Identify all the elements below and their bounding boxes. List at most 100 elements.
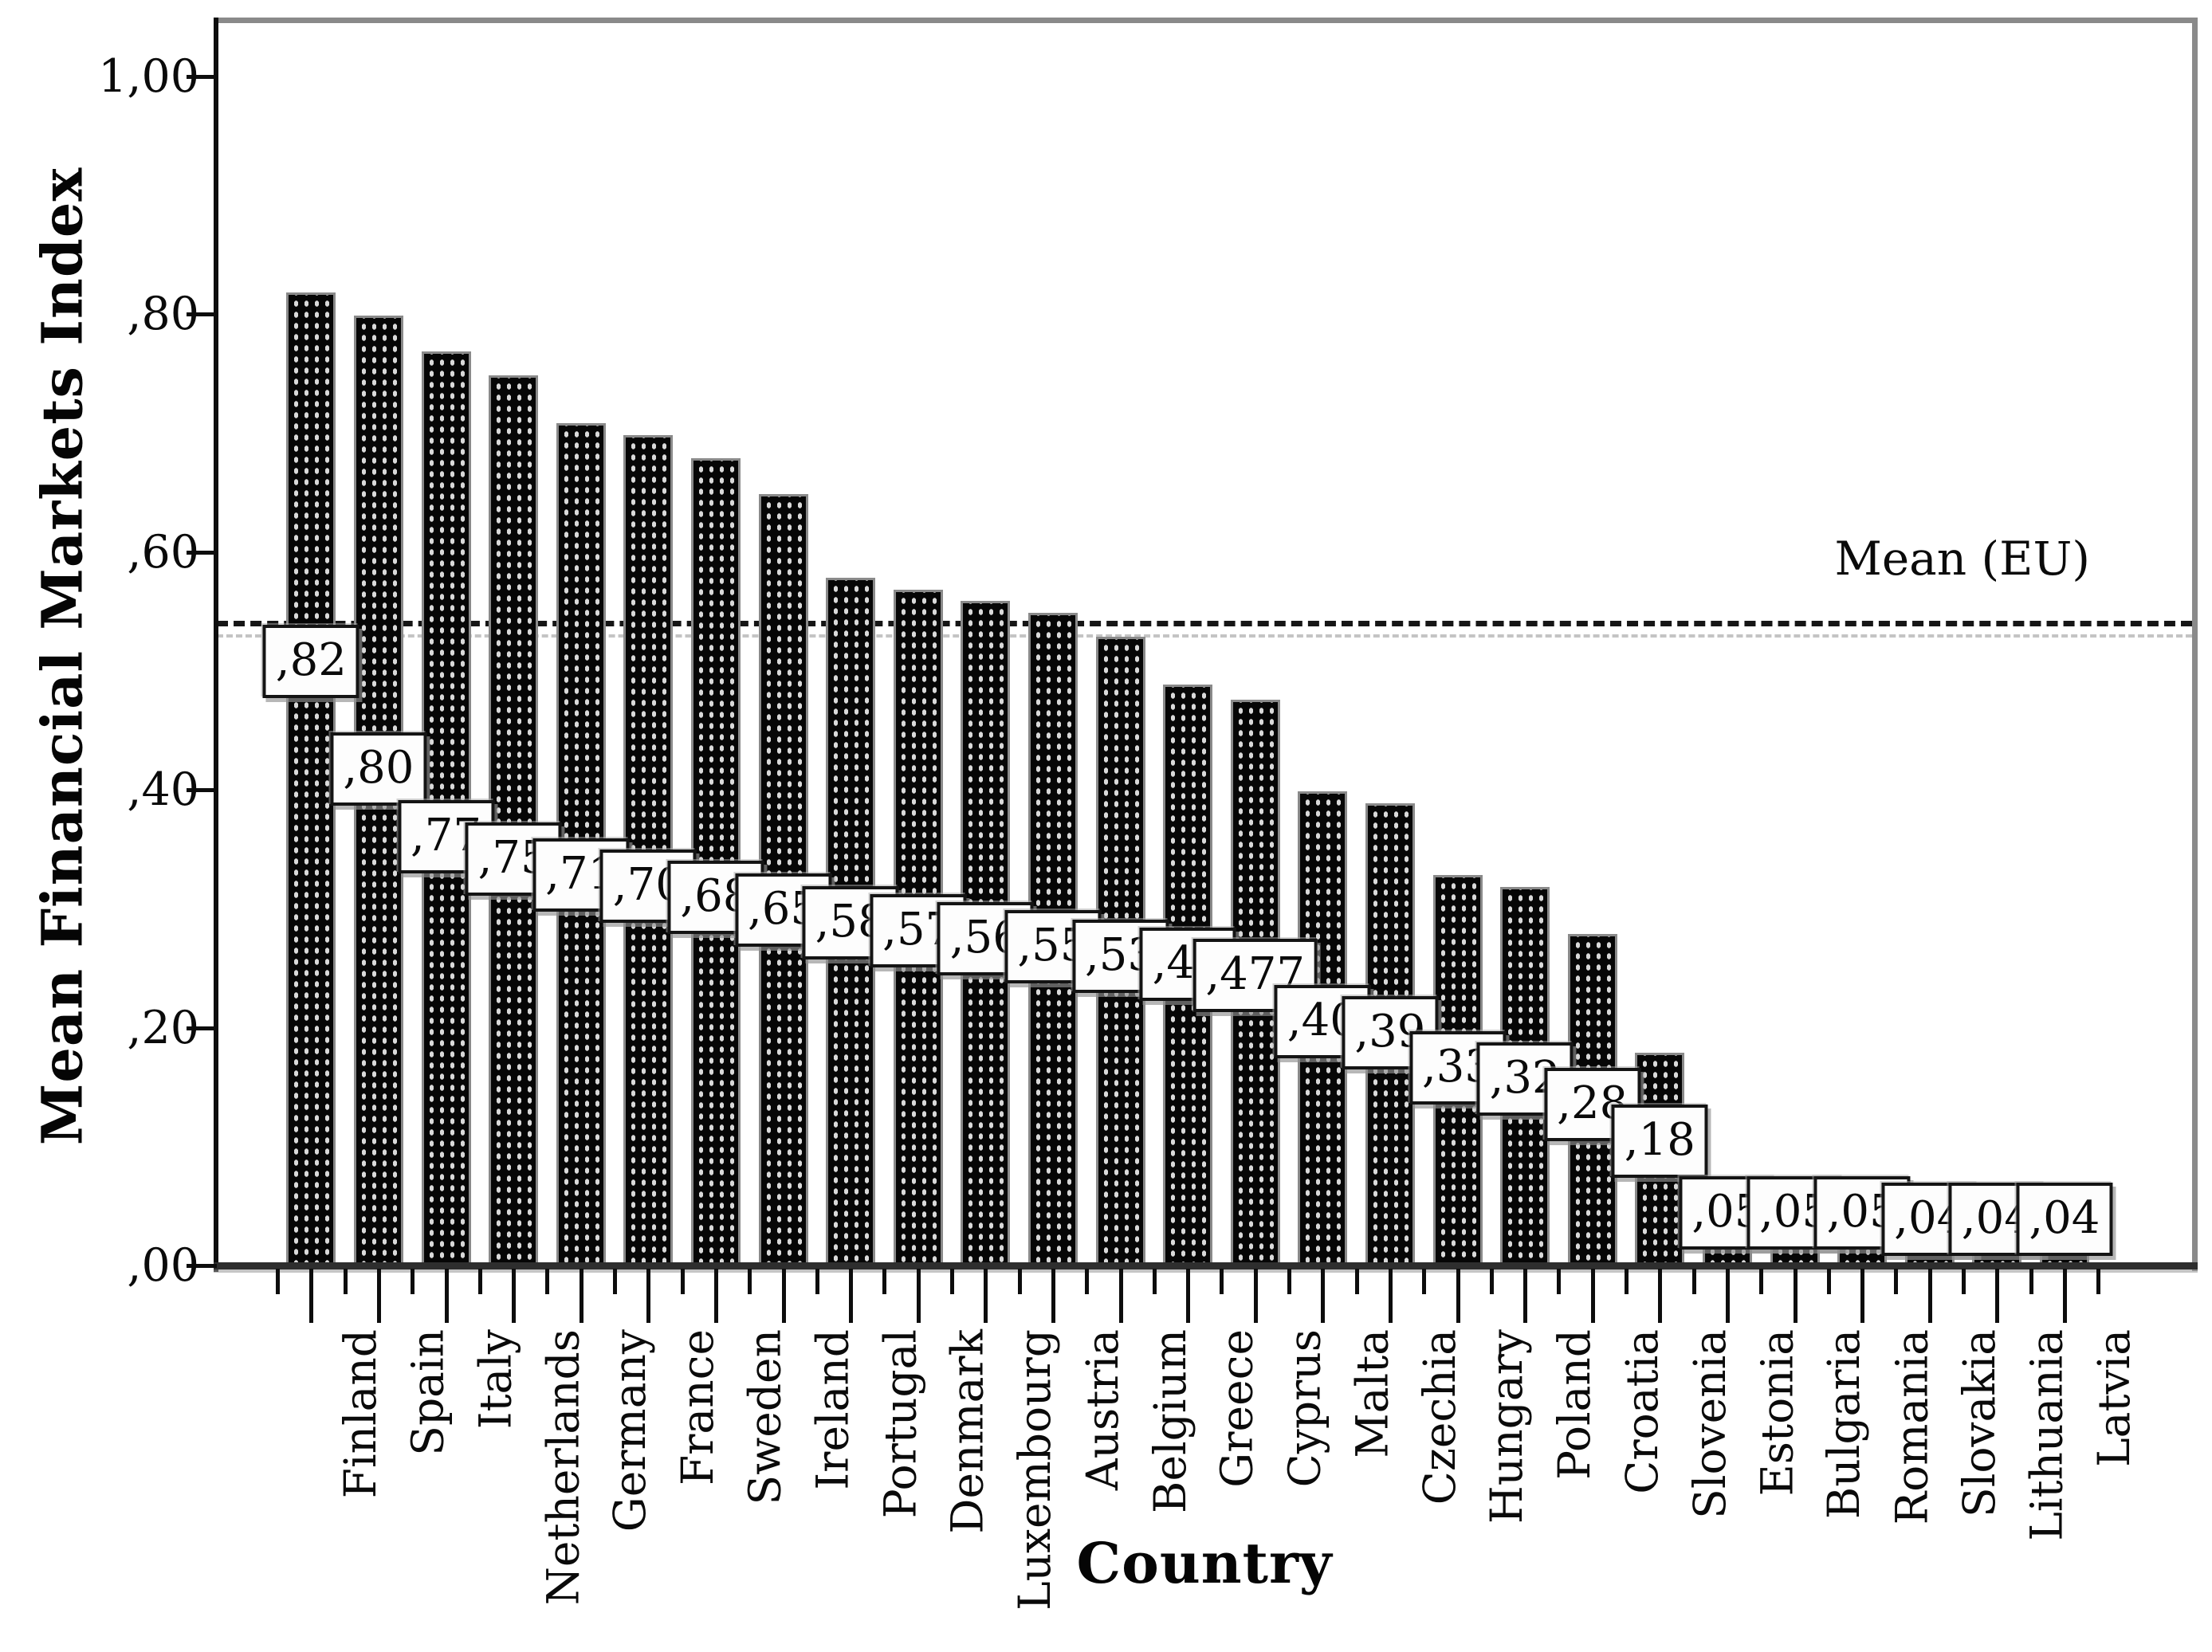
x-category-label: Greece	[1212, 1329, 1263, 1488]
x-tick-major	[1118, 1269, 1123, 1323]
x-tick-major	[1995, 1269, 2000, 1323]
x-tick-major	[1725, 1269, 1730, 1323]
mean-line	[217, 621, 2192, 627]
x-category-label: Ireland	[807, 1329, 858, 1490]
y-tick-label: ,60	[127, 525, 199, 579]
x-tick-minor	[545, 1269, 550, 1294]
plot-frame-right	[2192, 18, 2198, 1271]
x-tick-minor	[1962, 1269, 1966, 1294]
x-category-label: Slovenia	[1684, 1329, 1735, 1519]
x-tick-minor	[1557, 1269, 1562, 1294]
y-tick	[187, 75, 217, 79]
x-tick-major	[1186, 1269, 1191, 1323]
x-category-label: Hungary	[1481, 1329, 1533, 1524]
x-category-label: Slovakia	[1953, 1329, 2005, 1517]
x-category-label: Germany	[604, 1329, 656, 1532]
x-tick-major	[2062, 1269, 2067, 1323]
x-tick-minor	[680, 1269, 685, 1294]
x-tick-minor	[1759, 1269, 1764, 1294]
x-tick-minor	[343, 1269, 348, 1294]
x-tick-minor	[1625, 1269, 1629, 1294]
y-tick-label: ,40	[127, 763, 199, 817]
x-tick-major	[1793, 1269, 1797, 1323]
x-axis-line	[214, 1262, 2198, 1269]
y-tick	[187, 788, 217, 793]
x-tick-minor	[950, 1269, 954, 1294]
x-category-label: Estonia	[1750, 1329, 1802, 1497]
x-tick-minor	[882, 1269, 887, 1294]
x-tick-major	[781, 1269, 786, 1323]
x-category-label: Portugal	[874, 1329, 926, 1519]
bar-finland	[286, 292, 336, 1267]
x-category-label: Romania	[1886, 1329, 1938, 1525]
x-tick-major	[1860, 1269, 1865, 1323]
x-tick-major	[1321, 1269, 1326, 1323]
x-tick-minor	[1826, 1269, 1831, 1294]
x-category-label: Denmark	[941, 1329, 993, 1534]
x-tick-major	[849, 1269, 854, 1323]
x-category-label: Belgium	[1144, 1329, 1196, 1513]
y-tick-label: ,80	[127, 288, 199, 341]
x-tick-minor	[613, 1269, 617, 1294]
bar-value-label: ,28	[1544, 1068, 1641, 1141]
y-tick	[187, 1026, 217, 1030]
x-category-label: Bulgaria	[1818, 1329, 1870, 1520]
x-tick-minor	[2029, 1269, 2033, 1294]
x-tick-major	[309, 1269, 314, 1323]
x-category-label: Croatia	[1616, 1329, 1668, 1494]
y-tick-label: ,00	[127, 1239, 199, 1292]
x-category-label: Poland	[1549, 1329, 1601, 1480]
x-axis-title: Country	[1076, 1530, 1333, 1596]
x-tick-major	[1658, 1269, 1663, 1323]
x-tick-major	[646, 1269, 651, 1323]
x-tick-major	[512, 1269, 517, 1323]
x-tick-minor	[2096, 1269, 2101, 1294]
x-tick-major	[1456, 1269, 1460, 1323]
bar-value-label: ,18	[1611, 1105, 1708, 1178]
y-tick	[187, 312, 217, 317]
y-tick	[187, 1264, 217, 1268]
x-tick-minor	[1085, 1269, 1090, 1294]
x-tick-major	[444, 1269, 449, 1323]
y-axis-title: Mean Financial Markets Index	[29, 167, 96, 1146]
x-tick-minor	[1152, 1269, 1157, 1294]
x-tick-minor	[276, 1269, 280, 1294]
x-tick-major	[1051, 1269, 1055, 1323]
mean-line-shadow	[217, 634, 2192, 638]
x-tick-major	[1523, 1269, 1528, 1323]
x-tick-major	[984, 1269, 988, 1323]
x-tick-major	[579, 1269, 583, 1323]
x-tick-major	[713, 1269, 718, 1323]
x-tick-minor	[815, 1269, 819, 1294]
x-tick-major	[916, 1269, 921, 1323]
bar-value-label: ,82	[262, 625, 359, 698]
x-tick-minor	[477, 1269, 482, 1294]
x-tick-minor	[748, 1269, 752, 1294]
x-tick-minor	[1354, 1269, 1359, 1294]
x-tick-minor	[1287, 1269, 1291, 1294]
x-tick-major	[376, 1269, 381, 1323]
x-tick-major	[1253, 1269, 1258, 1323]
x-category-label: Malta	[1346, 1329, 1398, 1458]
bar-value-label: ,04	[2016, 1183, 2113, 1256]
x-tick-minor	[1894, 1269, 1899, 1294]
x-category-label: Cyprus	[1279, 1329, 1330, 1488]
y-axis-line	[214, 18, 218, 1272]
x-tick-minor	[1017, 1269, 1022, 1294]
x-category-label: Spain	[402, 1329, 454, 1456]
x-tick-minor	[1220, 1269, 1224, 1294]
x-category-label: France	[672, 1329, 724, 1486]
x-category-label: Austria	[1076, 1329, 1128, 1491]
x-tick-minor	[1691, 1269, 1696, 1294]
x-category-label: Sweden	[739, 1329, 791, 1505]
bar-value-label: ,477	[1192, 939, 1318, 1012]
x-tick-major	[1388, 1269, 1393, 1323]
y-tick-label: ,20	[127, 1001, 199, 1054]
x-category-label: Finland	[335, 1329, 387, 1499]
bar-value-label: ,80	[330, 732, 427, 806]
bar-netherlands	[489, 375, 539, 1267]
x-category-label: Lithuania	[2021, 1329, 2073, 1541]
x-tick-major	[1590, 1269, 1595, 1323]
x-tick-minor	[1422, 1269, 1427, 1294]
